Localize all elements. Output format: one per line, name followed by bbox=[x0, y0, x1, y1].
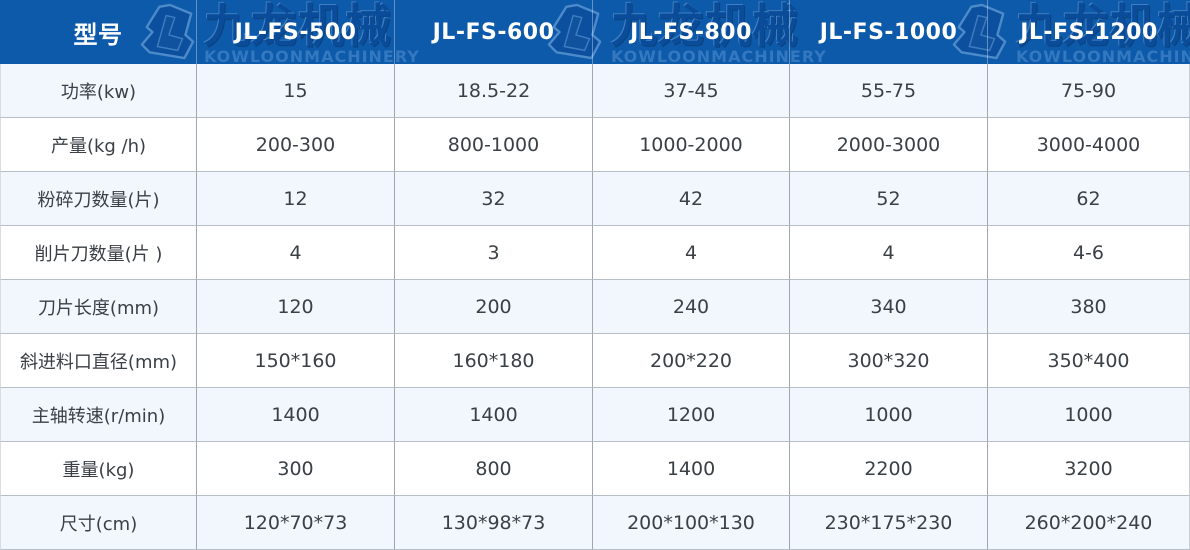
row-label-inlet-diameter: 斜进料口直径(mm) bbox=[0, 334, 197, 388]
spec-value: 1400 bbox=[197, 388, 395, 442]
spec-value: 1200 bbox=[593, 388, 790, 442]
spec-value: 1000-2000 bbox=[593, 118, 790, 172]
spec-value: 300*320 bbox=[790, 334, 988, 388]
brand-watermark-text: 九龙机械 KOWLOONMACHINERY bbox=[611, 2, 827, 64]
brand-name-cn: 九龙机械 bbox=[611, 0, 799, 53]
spec-value: 800-1000 bbox=[395, 118, 593, 172]
col-header-model-800: JL-FS-800 bbox=[593, 0, 790, 64]
jl-logo-icon bbox=[140, 3, 195, 60]
spec-value: 1000 bbox=[790, 388, 988, 442]
spec-value: 55-75 bbox=[790, 64, 988, 118]
jl-logo-icon bbox=[952, 3, 1007, 60]
spec-value: 1000 bbox=[988, 388, 1190, 442]
spec-value: 800 bbox=[395, 442, 593, 496]
spec-value: 3000-4000 bbox=[988, 118, 1190, 172]
brand-watermark: 九龙机械 KOWLOONMACHINERY bbox=[543, 2, 827, 64]
spec-value: 4 bbox=[790, 226, 988, 280]
spec-value: 4-6 bbox=[988, 226, 1190, 280]
spec-value: 120 bbox=[197, 280, 395, 334]
row-label-power: 功率(kw) bbox=[0, 64, 197, 118]
col-header-model-1000: JL-FS-1000 bbox=[790, 0, 988, 64]
spec-value: 200 bbox=[395, 280, 593, 334]
spec-value: 1400 bbox=[395, 388, 593, 442]
spec-value: 32 bbox=[395, 172, 593, 226]
brand-watermark-layer: 九龙机械 KOWLOONMACHINERY 九龙机械 KOWLOONMACHIN… bbox=[0, 0, 1190, 64]
col-header-model-600: JL-FS-600 bbox=[395, 0, 593, 64]
spec-value: 42 bbox=[593, 172, 790, 226]
row-label-output: 产量(kg /h) bbox=[0, 118, 197, 172]
spec-value: 340 bbox=[790, 280, 988, 334]
brand-watermark-text: 九龙机械 KOWLOONMACHINERY bbox=[1016, 2, 1190, 64]
spec-value: 240 bbox=[593, 280, 790, 334]
spec-value: 62 bbox=[988, 172, 1190, 226]
spec-value: 37-45 bbox=[593, 64, 790, 118]
brand-name-en: KOWLOONMACHINERY bbox=[611, 47, 827, 65]
spec-value: 380 bbox=[988, 280, 1190, 334]
brand-watermark: 九龙机械 KOWLOONMACHINERY bbox=[948, 2, 1190, 64]
row-label-blade-length: 刀片长度(mm) bbox=[0, 280, 197, 334]
col-header-model-500: JL-FS-500 bbox=[197, 0, 395, 64]
spec-value: 260*200*240 bbox=[988, 496, 1190, 550]
row-label-spindle-speed: 主轴转速(r/min) bbox=[0, 388, 197, 442]
spec-value: 18.5-22 bbox=[395, 64, 593, 118]
brand-watermark: 九龙机械 KOWLOONMACHINERY bbox=[136, 2, 420, 64]
spec-value: 4 bbox=[197, 226, 395, 280]
spec-value: 130*98*73 bbox=[395, 496, 593, 550]
spec-value: 350*400 bbox=[988, 334, 1190, 388]
row-label-chipping-blades: 削片刀数量(片 ) bbox=[0, 226, 197, 280]
spec-value: 120*70*73 bbox=[197, 496, 395, 550]
spec-value: 75-90 bbox=[988, 64, 1190, 118]
brand-name-cn: 九龙机械 bbox=[204, 0, 392, 53]
spec-value: 160*180 bbox=[395, 334, 593, 388]
brand-name-cn: 九龙机械 bbox=[1016, 0, 1190, 53]
brand-name-en: KOWLOONMACHINERY bbox=[1016, 47, 1190, 65]
col-header-label: 型号 bbox=[0, 0, 197, 64]
jl-logo-icon bbox=[547, 3, 602, 60]
brand-watermark-text: 九龙机械 KOWLOONMACHINERY bbox=[204, 2, 420, 64]
spec-value: 12 bbox=[197, 172, 395, 226]
spec-value: 150*160 bbox=[197, 334, 395, 388]
spec-value: 52 bbox=[790, 172, 988, 226]
spec-value: 200-300 bbox=[197, 118, 395, 172]
spec-value: 200*100*130 bbox=[593, 496, 790, 550]
row-label-weight: 重量(kg) bbox=[0, 442, 197, 496]
spec-value: 15 bbox=[197, 64, 395, 118]
spec-value: 200*220 bbox=[593, 334, 790, 388]
spec-value: 3 bbox=[395, 226, 593, 280]
row-label-dimensions: 尺寸(cm) bbox=[0, 496, 197, 550]
spec-value: 3200 bbox=[988, 442, 1190, 496]
spec-value: 2000-3000 bbox=[790, 118, 988, 172]
spec-value: 4 bbox=[593, 226, 790, 280]
spec-value: 230*175*230 bbox=[790, 496, 988, 550]
brand-name-en: KOWLOONMACHINERY bbox=[204, 47, 420, 65]
spec-value: 300 bbox=[197, 442, 395, 496]
row-label-crushing-blades: 粉碎刀数量(片) bbox=[0, 172, 197, 226]
spec-value: 2200 bbox=[790, 442, 988, 496]
spec-value: 1400 bbox=[593, 442, 790, 496]
col-header-model-1200: JL-FS-1200 bbox=[1020, 19, 1158, 45]
